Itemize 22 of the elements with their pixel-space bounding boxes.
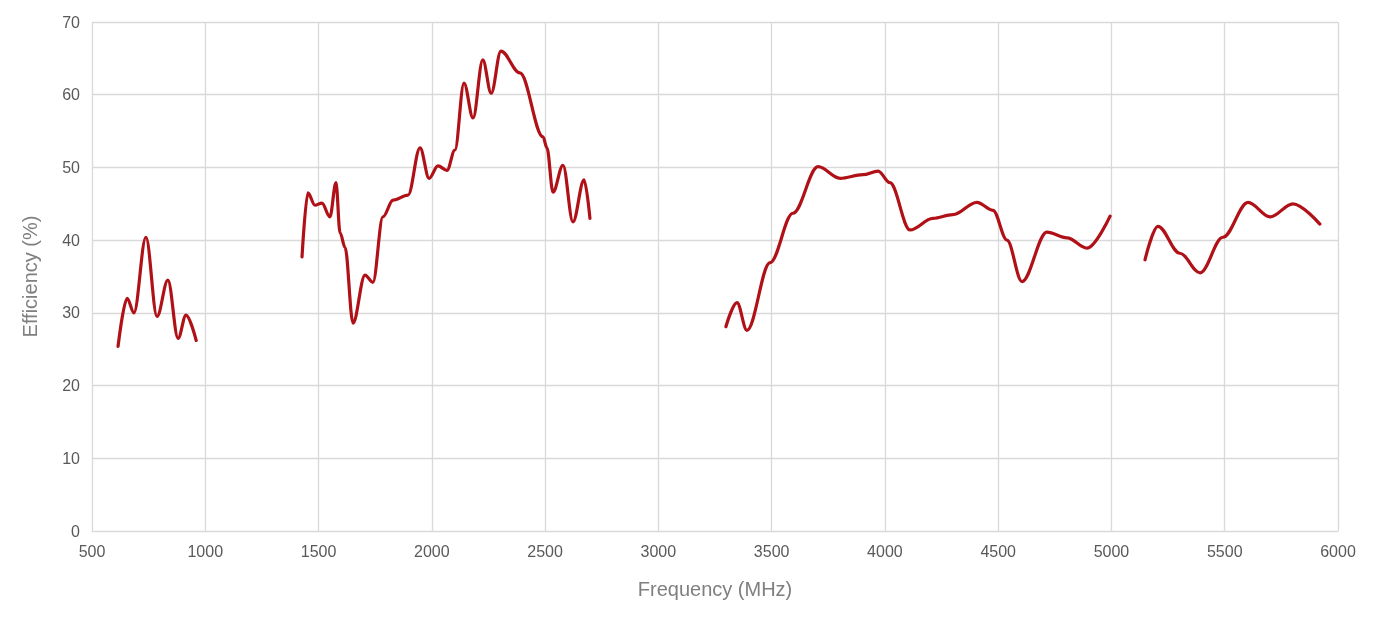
x-tick-label: 1000 [187,542,224,560]
y-tick-label: 10 [62,449,81,467]
x-tick-label: 5000 [1093,542,1130,560]
x-tick-label: 5500 [1206,542,1243,560]
x-tick-label: 2500 [527,542,563,560]
y-tick-label: 60 [62,86,81,104]
x-tick-label: 500 [78,542,106,560]
y-tick-label: 20 [62,377,81,395]
x-tick-label: 3500 [753,542,790,560]
x-axis-title: Frequency (MHz) [637,578,793,600]
x-tick-label: 6000 [1320,542,1356,560]
y-tick-label: 50 [62,158,81,176]
x-tick-label: 4000 [867,542,903,560]
x-tick-label: 4500 [980,542,1017,560]
x-tick-label: 3000 [640,542,677,560]
x-tick-label: 2000 [414,542,450,560]
y-tick-label: 70 [62,13,81,31]
y-tick-label: 0 [71,522,81,540]
y-tick-label: 30 [62,304,81,322]
y-axis-title: Efficiency (%) [19,215,41,338]
y-tick-label: 40 [62,231,81,249]
x-tick-label: 1500 [300,542,337,560]
